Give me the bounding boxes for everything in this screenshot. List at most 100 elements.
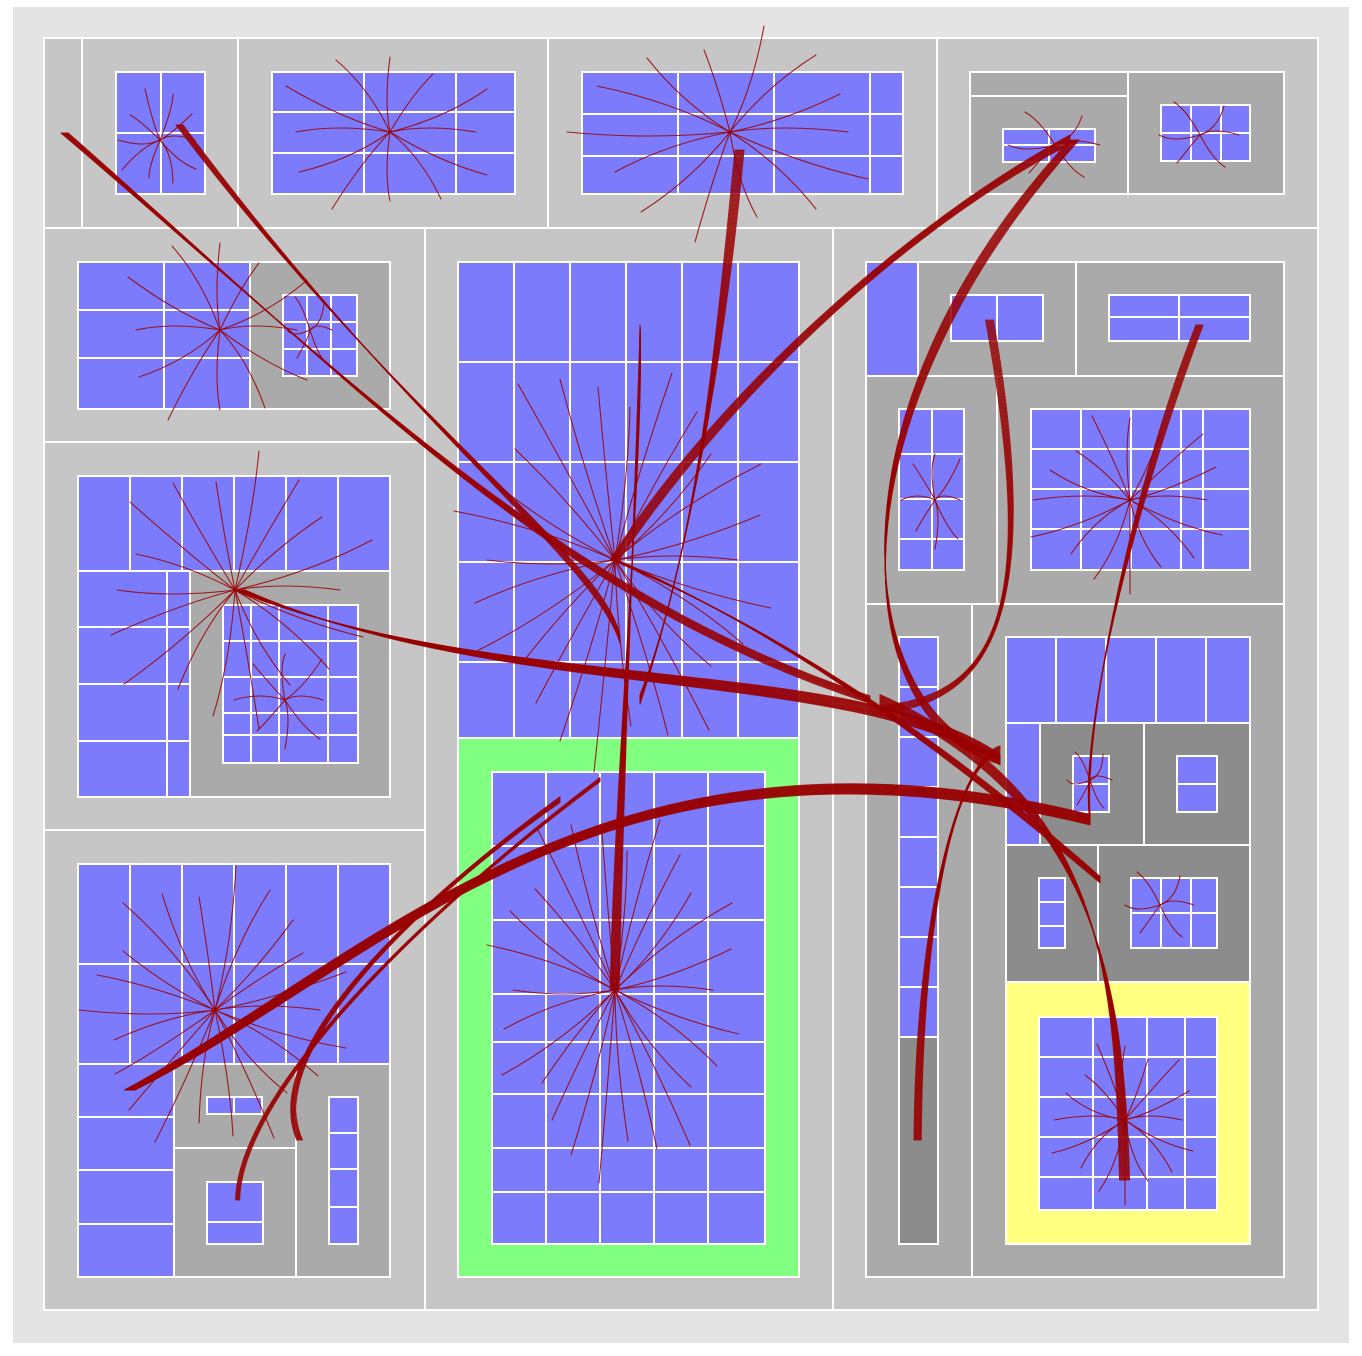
edge-curve: [570, 989, 616, 1156]
leaf-cell: [337, 475, 391, 572]
leaf-cell: [1038, 1136, 1094, 1178]
edge-curve: [534, 888, 616, 991]
edge-curve: [884, 139, 1080, 765]
edge-curve: [614, 131, 731, 173]
edge-curve: [566, 131, 731, 137]
edge-curve: [215, 481, 236, 591]
leaf-cell: [931, 538, 965, 571]
leaf-cell: [491, 771, 547, 847]
edge-curve: [129, 114, 161, 141]
edge-curve: [167, 329, 221, 421]
leaf-cell: [1092, 1176, 1148, 1211]
edge-curve: [879, 319, 1013, 712]
edge-curve: [614, 372, 673, 561]
leaf-cell: [457, 361, 515, 463]
leaf-cell: [1146, 1016, 1186, 1058]
leaf-cell: [1205, 636, 1251, 724]
edge-curve: [182, 124, 621, 644]
leaf-cell: [625, 361, 683, 463]
edge-curve: [934, 458, 961, 501]
edge-curve: [912, 463, 936, 501]
leaf-cell: [1180, 488, 1204, 530]
leaf-cell: [363, 152, 457, 195]
leaf-cell: [271, 71, 365, 113]
leaf-cell: [513, 261, 571, 363]
edge-curve: [879, 319, 1011, 709]
edge-curve: [234, 516, 323, 591]
edge-curve: [67, 132, 871, 704]
edge-curve: [1176, 134, 1201, 164]
leaf-cell: [77, 963, 131, 1065]
edge-curve: [110, 589, 236, 636]
leaf-cell: [1130, 528, 1182, 571]
leaf-cell: [1202, 528, 1251, 571]
edge-curve: [128, 1009, 216, 1111]
edge-curve: [1024, 111, 1056, 146]
leaf-cell: [545, 1093, 601, 1149]
leaf-cell: [455, 71, 516, 113]
edge-curve: [296, 329, 311, 359]
leaf-cell: [996, 294, 1044, 342]
leaf-cell: [1080, 408, 1132, 450]
leaf-cell: [328, 1096, 359, 1134]
edge-curve: [1124, 1059, 1180, 1121]
leaf-cell: [1176, 783, 1218, 813]
edge-curve: [212, 589, 236, 717]
edge-curve: [281, 653, 286, 701]
edge-curve: [234, 450, 260, 591]
edge-curve: [135, 325, 221, 331]
edge-curve: [244, 589, 1001, 766]
edge-curve: [135, 553, 236, 591]
edge-curve: [1129, 499, 1162, 568]
leaf-cell: [491, 993, 547, 1043]
leaf-cell: [1202, 448, 1251, 490]
leaf-cell: [677, 155, 775, 195]
edge-curve: [298, 131, 391, 173]
edge-curve: [154, 1009, 216, 1143]
edge-curve: [1126, 417, 1131, 501]
edge-curve: [214, 1009, 234, 1137]
leaf-cell: [707, 1191, 766, 1245]
leaf-cell: [931, 408, 965, 455]
leaf-cell: [77, 309, 165, 359]
leaf-cell: [1180, 528, 1204, 571]
leaf-cell: [1038, 901, 1066, 927]
leaf-cell: [653, 993, 709, 1043]
edge-curve: [503, 989, 616, 1030]
leaf-cell: [77, 475, 131, 572]
leaf-cell: [328, 1206, 359, 1245]
leaf-cell: [707, 771, 766, 847]
leaf-cell: [599, 1093, 655, 1149]
leaf-cell: [328, 1168, 359, 1208]
edge-curve: [1199, 134, 1226, 168]
edge-curve: [512, 989, 616, 995]
edge-curve: [1093, 499, 1131, 580]
edge-curve: [234, 589, 330, 670]
edge-curve: [78, 1009, 216, 1015]
edge-curve: [389, 131, 442, 200]
edge-curve: [198, 1009, 216, 1124]
leaf-cell: [278, 604, 329, 642]
edge-curve: [286, 329, 311, 335]
leaf-cell: [773, 71, 871, 115]
edge-curve: [1087, 324, 1204, 824]
leaf-cell: [77, 863, 131, 965]
edge-curve: [216, 329, 221, 411]
leaf-cell: [1105, 636, 1157, 724]
leaf-cell: [865, 261, 919, 377]
edge-curve: [216, 242, 221, 331]
edge-curve: [234, 539, 373, 591]
leaf-cell: [1038, 1056, 1094, 1098]
edge-curve: [295, 127, 391, 133]
leaf-cell: [737, 261, 800, 363]
edge-curve: [614, 989, 740, 1035]
leaf-cell: [737, 561, 800, 663]
leaf-cell: [77, 570, 168, 628]
leaf-cell: [681, 661, 739, 739]
edge-curve: [386, 56, 391, 133]
edge-curve: [285, 85, 391, 133]
leaf-cell: [1178, 316, 1251, 342]
leaf-cell: [1130, 877, 1162, 914]
edge-curve: [1091, 415, 1131, 501]
leaf-cell: [1176, 755, 1218, 785]
